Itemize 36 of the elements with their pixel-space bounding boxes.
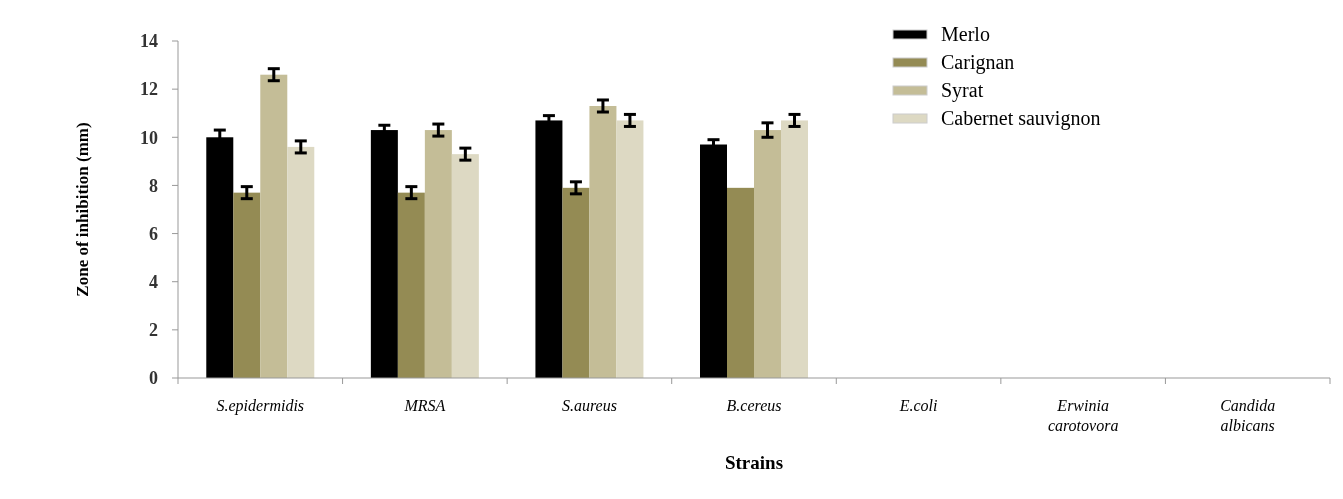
x-tick-label: S.aureus: [561, 397, 617, 414]
bar: [287, 146, 315, 378]
y-tick-label: 10: [140, 127, 158, 148]
y-tick-label: 0: [149, 368, 158, 389]
bar: [727, 187, 754, 378]
legend-label: Cabernet sauvignon: [941, 107, 1101, 130]
y-tick-label: 14: [140, 31, 158, 52]
y-tick-label: 6: [149, 223, 158, 244]
bar: [589, 105, 617, 378]
x-tick-label: E.coli: [898, 397, 938, 414]
y-tick-label: 4: [149, 272, 158, 293]
bar: [562, 187, 590, 378]
bar: [616, 120, 644, 378]
bar: [370, 130, 398, 378]
y-tick-label: 12: [140, 79, 158, 100]
x-tick-label: Candida albicans: [1220, 397, 1276, 434]
y-axis-title: Zone of inhibition (mm): [73, 122, 92, 297]
y-tick-label: 2: [149, 320, 158, 341]
legend-label: Syrat: [941, 79, 984, 102]
bar: [424, 130, 452, 378]
x-axis-title: Strains: [724, 452, 784, 473]
bar: [754, 130, 781, 378]
bar: [451, 154, 479, 378]
x-tick-label: Erwinia carotovora: [1047, 397, 1119, 434]
bar: [233, 192, 261, 378]
legend-label: Merlo: [941, 23, 990, 45]
bar: [260, 74, 288, 378]
bar: [781, 120, 808, 378]
x-tick-label: B.cereus: [726, 397, 782, 414]
bar: [700, 144, 727, 378]
y-tick-label: 8: [149, 175, 158, 196]
bar: [535, 120, 563, 378]
x-tick-label: MRSA: [403, 397, 446, 414]
x-tick-label: S.epidermidis: [216, 397, 305, 415]
legend-label: Carignan: [941, 51, 1015, 74]
bar: [397, 192, 425, 378]
